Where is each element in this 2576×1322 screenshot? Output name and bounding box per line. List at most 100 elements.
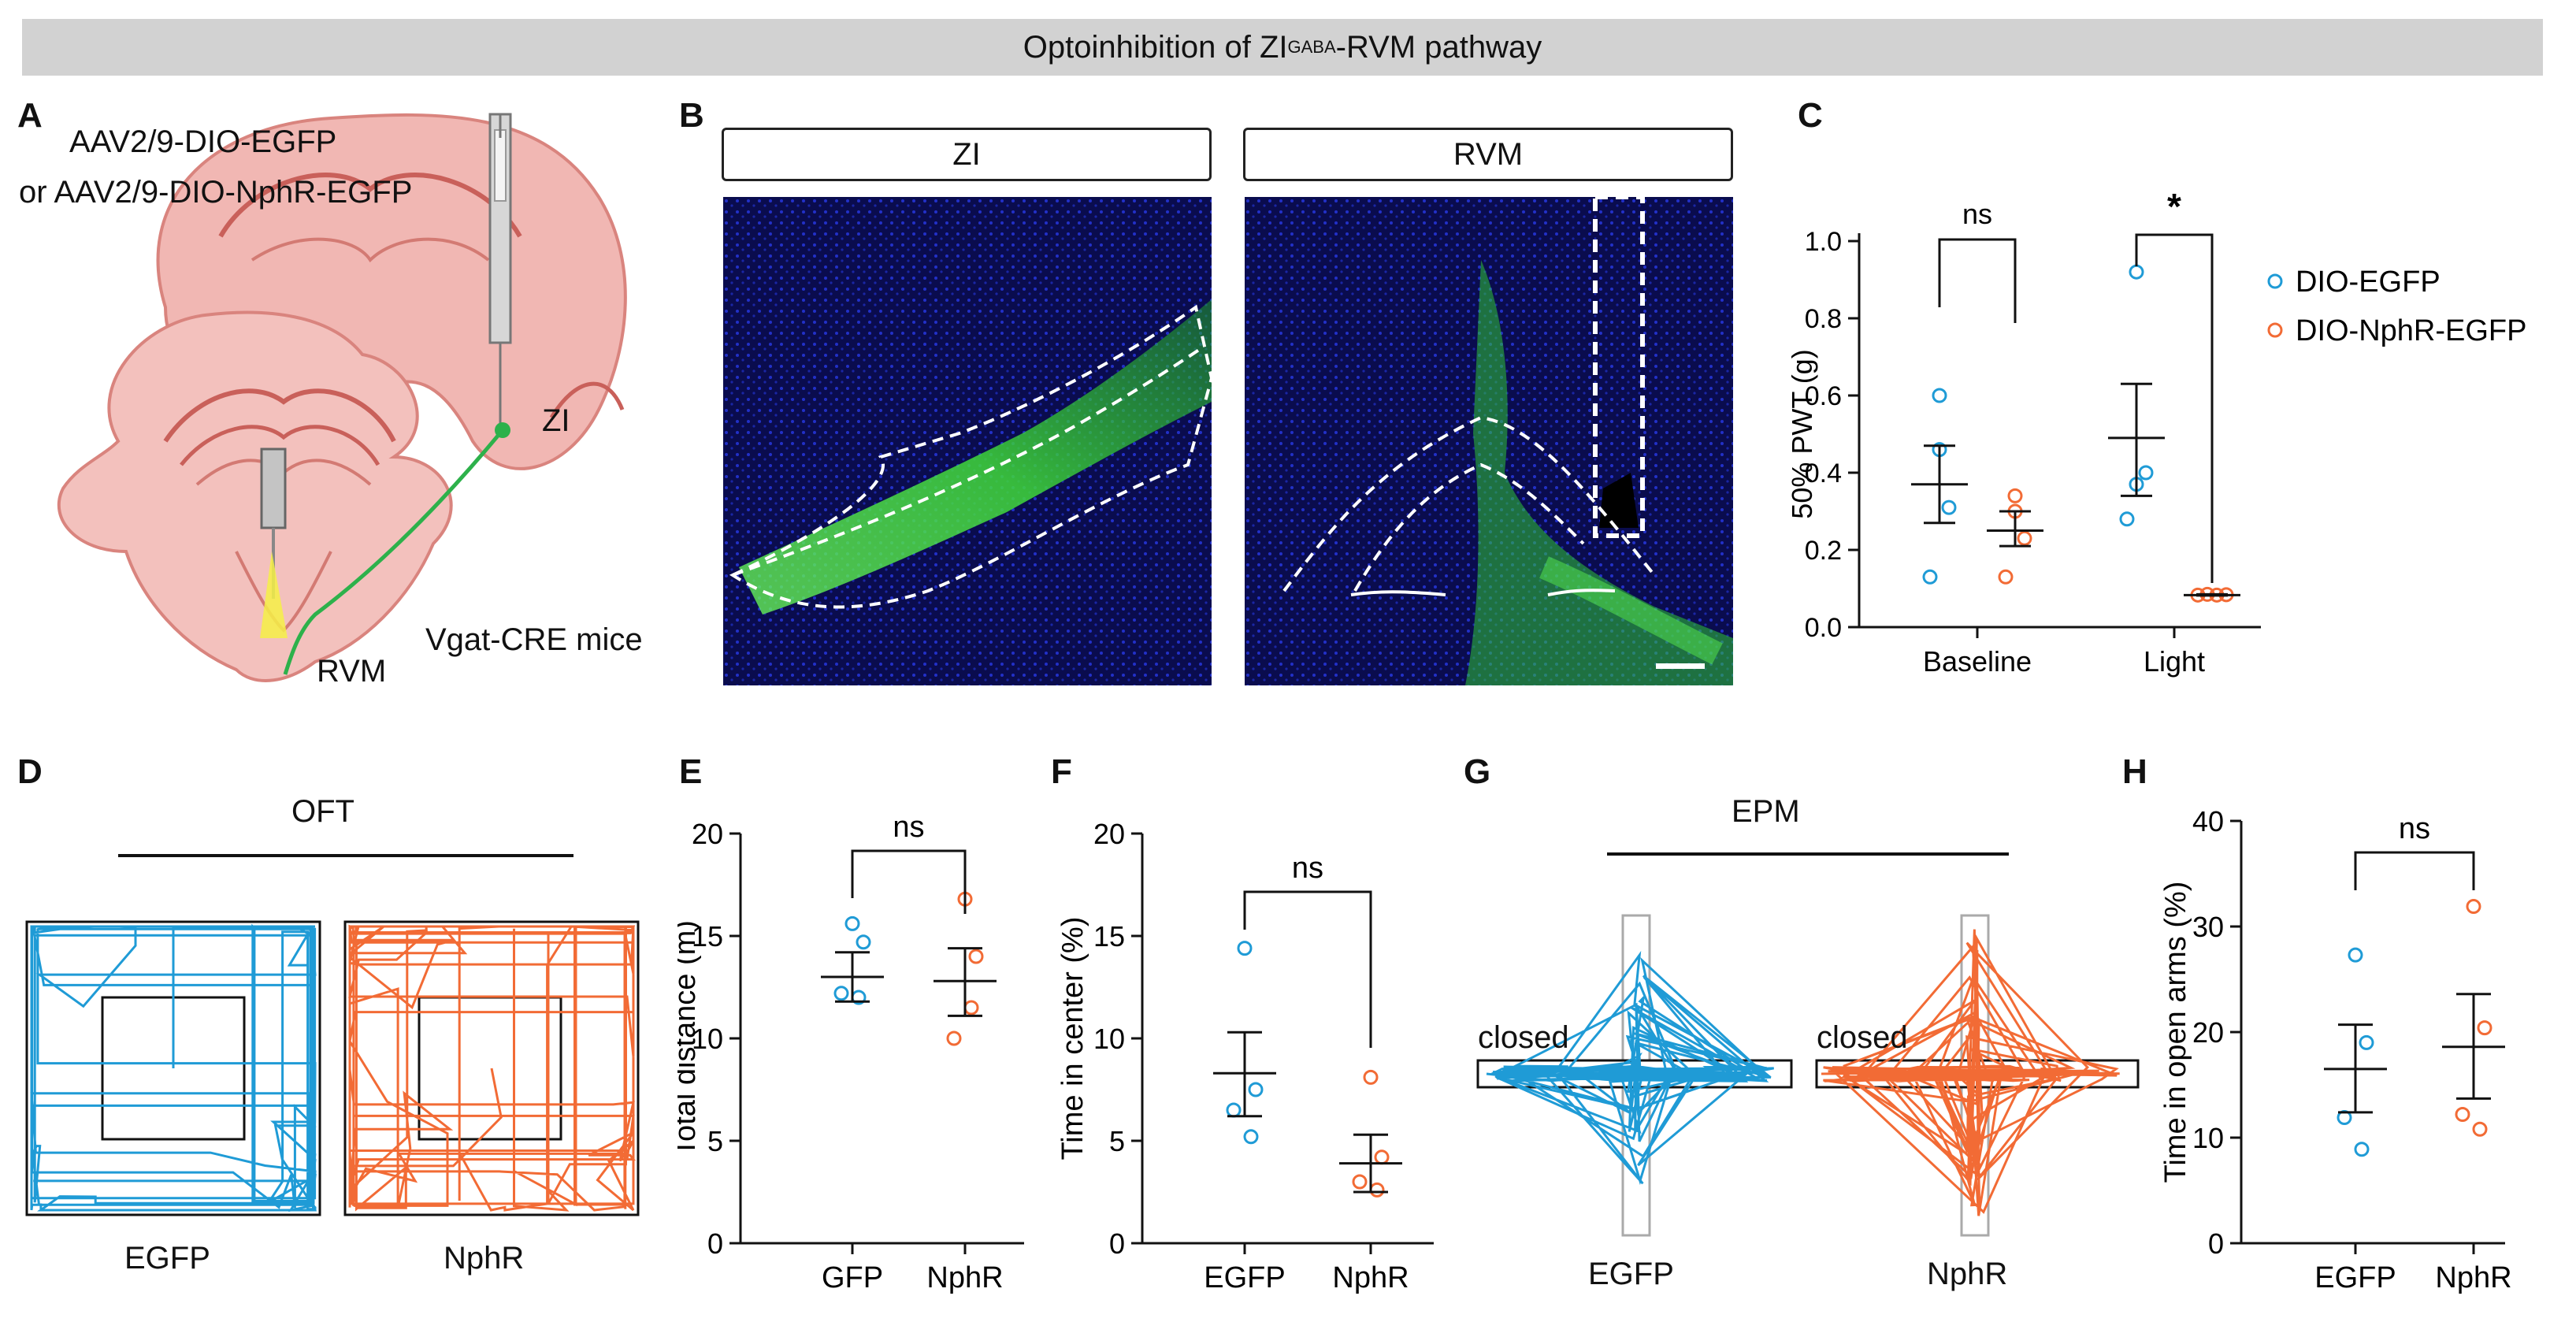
y-axis-title: Time in open arms (%) bbox=[2159, 882, 2192, 1183]
data-point bbox=[2007, 488, 2023, 503]
significance-bracket bbox=[1243, 890, 1372, 1048]
epm-label-egfp: EGFP bbox=[1588, 1257, 1674, 1291]
panel-label-b: B bbox=[679, 96, 704, 135]
data-point bbox=[1226, 1102, 1242, 1118]
rvm-title: RVM bbox=[1453, 136, 1524, 172]
x-tick-label: Baseline bbox=[1923, 645, 2032, 678]
epm-closed-label-left: closed bbox=[1478, 1020, 1569, 1055]
y-axis-title: Time in center (%) bbox=[1056, 917, 1089, 1160]
y-tick-label: 40 bbox=[2192, 805, 2224, 837]
y-tick-label: 10 bbox=[692, 1023, 723, 1055]
optic-fiber-icon bbox=[260, 447, 287, 599]
x-tick-label: NphR bbox=[1332, 1261, 1409, 1294]
zi-title: ZI bbox=[952, 136, 981, 172]
data-point bbox=[1363, 1069, 1379, 1085]
significance-bracket bbox=[1938, 238, 2017, 323]
panel-label-g: G bbox=[1464, 752, 1491, 791]
significance-bracket bbox=[851, 849, 967, 914]
micrograph-header-zi: ZI bbox=[722, 128, 1212, 181]
y-tick-label: 10 bbox=[2192, 1122, 2224, 1154]
corpus-callosum bbox=[218, 173, 522, 238]
oft-label-egfp: EGFP bbox=[124, 1241, 210, 1276]
chart-h: 0 10 20 30 40 Time in open arms (%) EGFP NphR ns bbox=[2159, 805, 2512, 1294]
data-point bbox=[833, 986, 849, 1001]
y-tick-label: 15 bbox=[1093, 920, 1125, 953]
epm-closed-label-right: closed bbox=[1817, 1020, 1908, 1055]
banner-title-tail: -RVM pathway bbox=[1335, 29, 1542, 65]
y-tick-label: 0.6 bbox=[1805, 381, 1842, 411]
data-point bbox=[1369, 1182, 1385, 1198]
epm-label-nphr: NphR bbox=[1927, 1257, 2008, 1291]
micrograph-zi bbox=[723, 197, 1212, 685]
significance-bracket bbox=[2135, 233, 2214, 583]
legend-label: DIO-NphR-EGFP bbox=[2296, 314, 2526, 347]
banner-title-main: Optoinhibition of ZI bbox=[1023, 29, 1288, 65]
panel-label-e: E bbox=[679, 752, 703, 791]
legend-label: DIO-EGFP bbox=[2296, 266, 2441, 299]
x-tick-label: EGFP bbox=[2314, 1261, 2396, 1294]
epm-tracks bbox=[1476, 914, 2140, 1237]
data-point bbox=[2359, 1034, 2374, 1050]
data-point bbox=[2017, 530, 2032, 546]
oft-tracks bbox=[25, 920, 640, 1216]
data-point bbox=[1248, 1082, 1264, 1097]
chart-f: 0 5 10 15 20 Time in center (%) EGFP NphR ns bbox=[1056, 818, 1434, 1294]
y-tick-label: 15 bbox=[692, 920, 723, 953]
data-point bbox=[2138, 465, 2154, 481]
data-point bbox=[2466, 899, 2481, 915]
oft-track-nphr bbox=[348, 924, 637, 1212]
epm-title: EPM bbox=[1732, 794, 1800, 829]
oft-label-nphr: NphR bbox=[444, 1241, 525, 1276]
x-tick-label: Light bbox=[2144, 645, 2205, 678]
x-tick-label: NphR bbox=[2435, 1261, 2511, 1294]
significance-label: * bbox=[2167, 186, 2181, 227]
y-tick-label: 0 bbox=[2208, 1227, 2224, 1260]
data-point bbox=[2129, 264, 2144, 280]
panel-label-d: D bbox=[17, 752, 43, 791]
y-tick-label: 0.8 bbox=[1805, 304, 1842, 334]
data-point bbox=[1243, 1129, 1259, 1145]
micrograph-header-rvm: RVM bbox=[1243, 128, 1733, 181]
data-point bbox=[856, 934, 871, 950]
y-tick-label: 5 bbox=[707, 1125, 723, 1157]
x-tick-label: EGFP bbox=[1204, 1261, 1285, 1294]
cerebellum-section bbox=[57, 310, 453, 682]
data-point bbox=[2354, 1142, 2370, 1157]
virus-label-1: AAV2/9-DIO-EGFP bbox=[69, 124, 337, 159]
rvm-label: RVM bbox=[317, 654, 387, 689]
y-tick-label: 0 bbox=[1109, 1227, 1125, 1260]
y-tick-label: 30 bbox=[2192, 911, 2224, 943]
epm-title-rule bbox=[1607, 852, 2009, 856]
data-point bbox=[1374, 1149, 1390, 1165]
chart-c: 0.0 0.2 0.4 0.6 0.8 1.0 50% PWT (g) Baseline Lig… bbox=[1788, 186, 2526, 678]
y-axis-title: 50% PWT (g) bbox=[1788, 349, 1818, 518]
banner-title-sup: GABA bbox=[1287, 37, 1336, 57]
data-point bbox=[1352, 1174, 1368, 1190]
panel-label-f: F bbox=[1051, 752, 1072, 791]
figure-title-banner: Optoinhibition of ZI GABA -RVM pathway bbox=[22, 19, 2543, 76]
brain-schematic bbox=[57, 113, 627, 682]
data-point bbox=[2472, 1121, 2488, 1137]
y-tick-label: 0 bbox=[707, 1227, 723, 1260]
oft-title-rule bbox=[118, 854, 573, 857]
y-tick-label: 5 bbox=[1109, 1125, 1125, 1157]
data-point bbox=[1932, 388, 1947, 403]
data-point bbox=[946, 1030, 962, 1046]
chart-e: 0 5 10 15 20 Total distance (m) GFP NphR ns bbox=[677, 811, 1024, 1294]
panel-label-a: A bbox=[17, 96, 43, 135]
syringe-icon bbox=[488, 113, 512, 425]
y-tick-label: 1.0 bbox=[1805, 227, 1842, 257]
light-cone bbox=[260, 551, 288, 638]
significance-label: ns bbox=[1962, 198, 1992, 230]
data-point bbox=[2455, 1107, 2470, 1123]
oft-title: OFT bbox=[291, 794, 354, 829]
epm-track-egfp bbox=[1486, 950, 1774, 1186]
micrograph-rvm bbox=[1245, 197, 1733, 685]
x-tick-label: GFP bbox=[822, 1261, 883, 1294]
significance-bracket bbox=[2354, 851, 2475, 890]
panel-label-c: C bbox=[1798, 96, 1823, 135]
y-axis-title: Total distance (m) bbox=[677, 920, 702, 1157]
y-tick-label: 0.0 bbox=[1805, 613, 1842, 643]
y-tick-label: 20 bbox=[1093, 818, 1125, 850]
data-point bbox=[1922, 569, 1938, 585]
